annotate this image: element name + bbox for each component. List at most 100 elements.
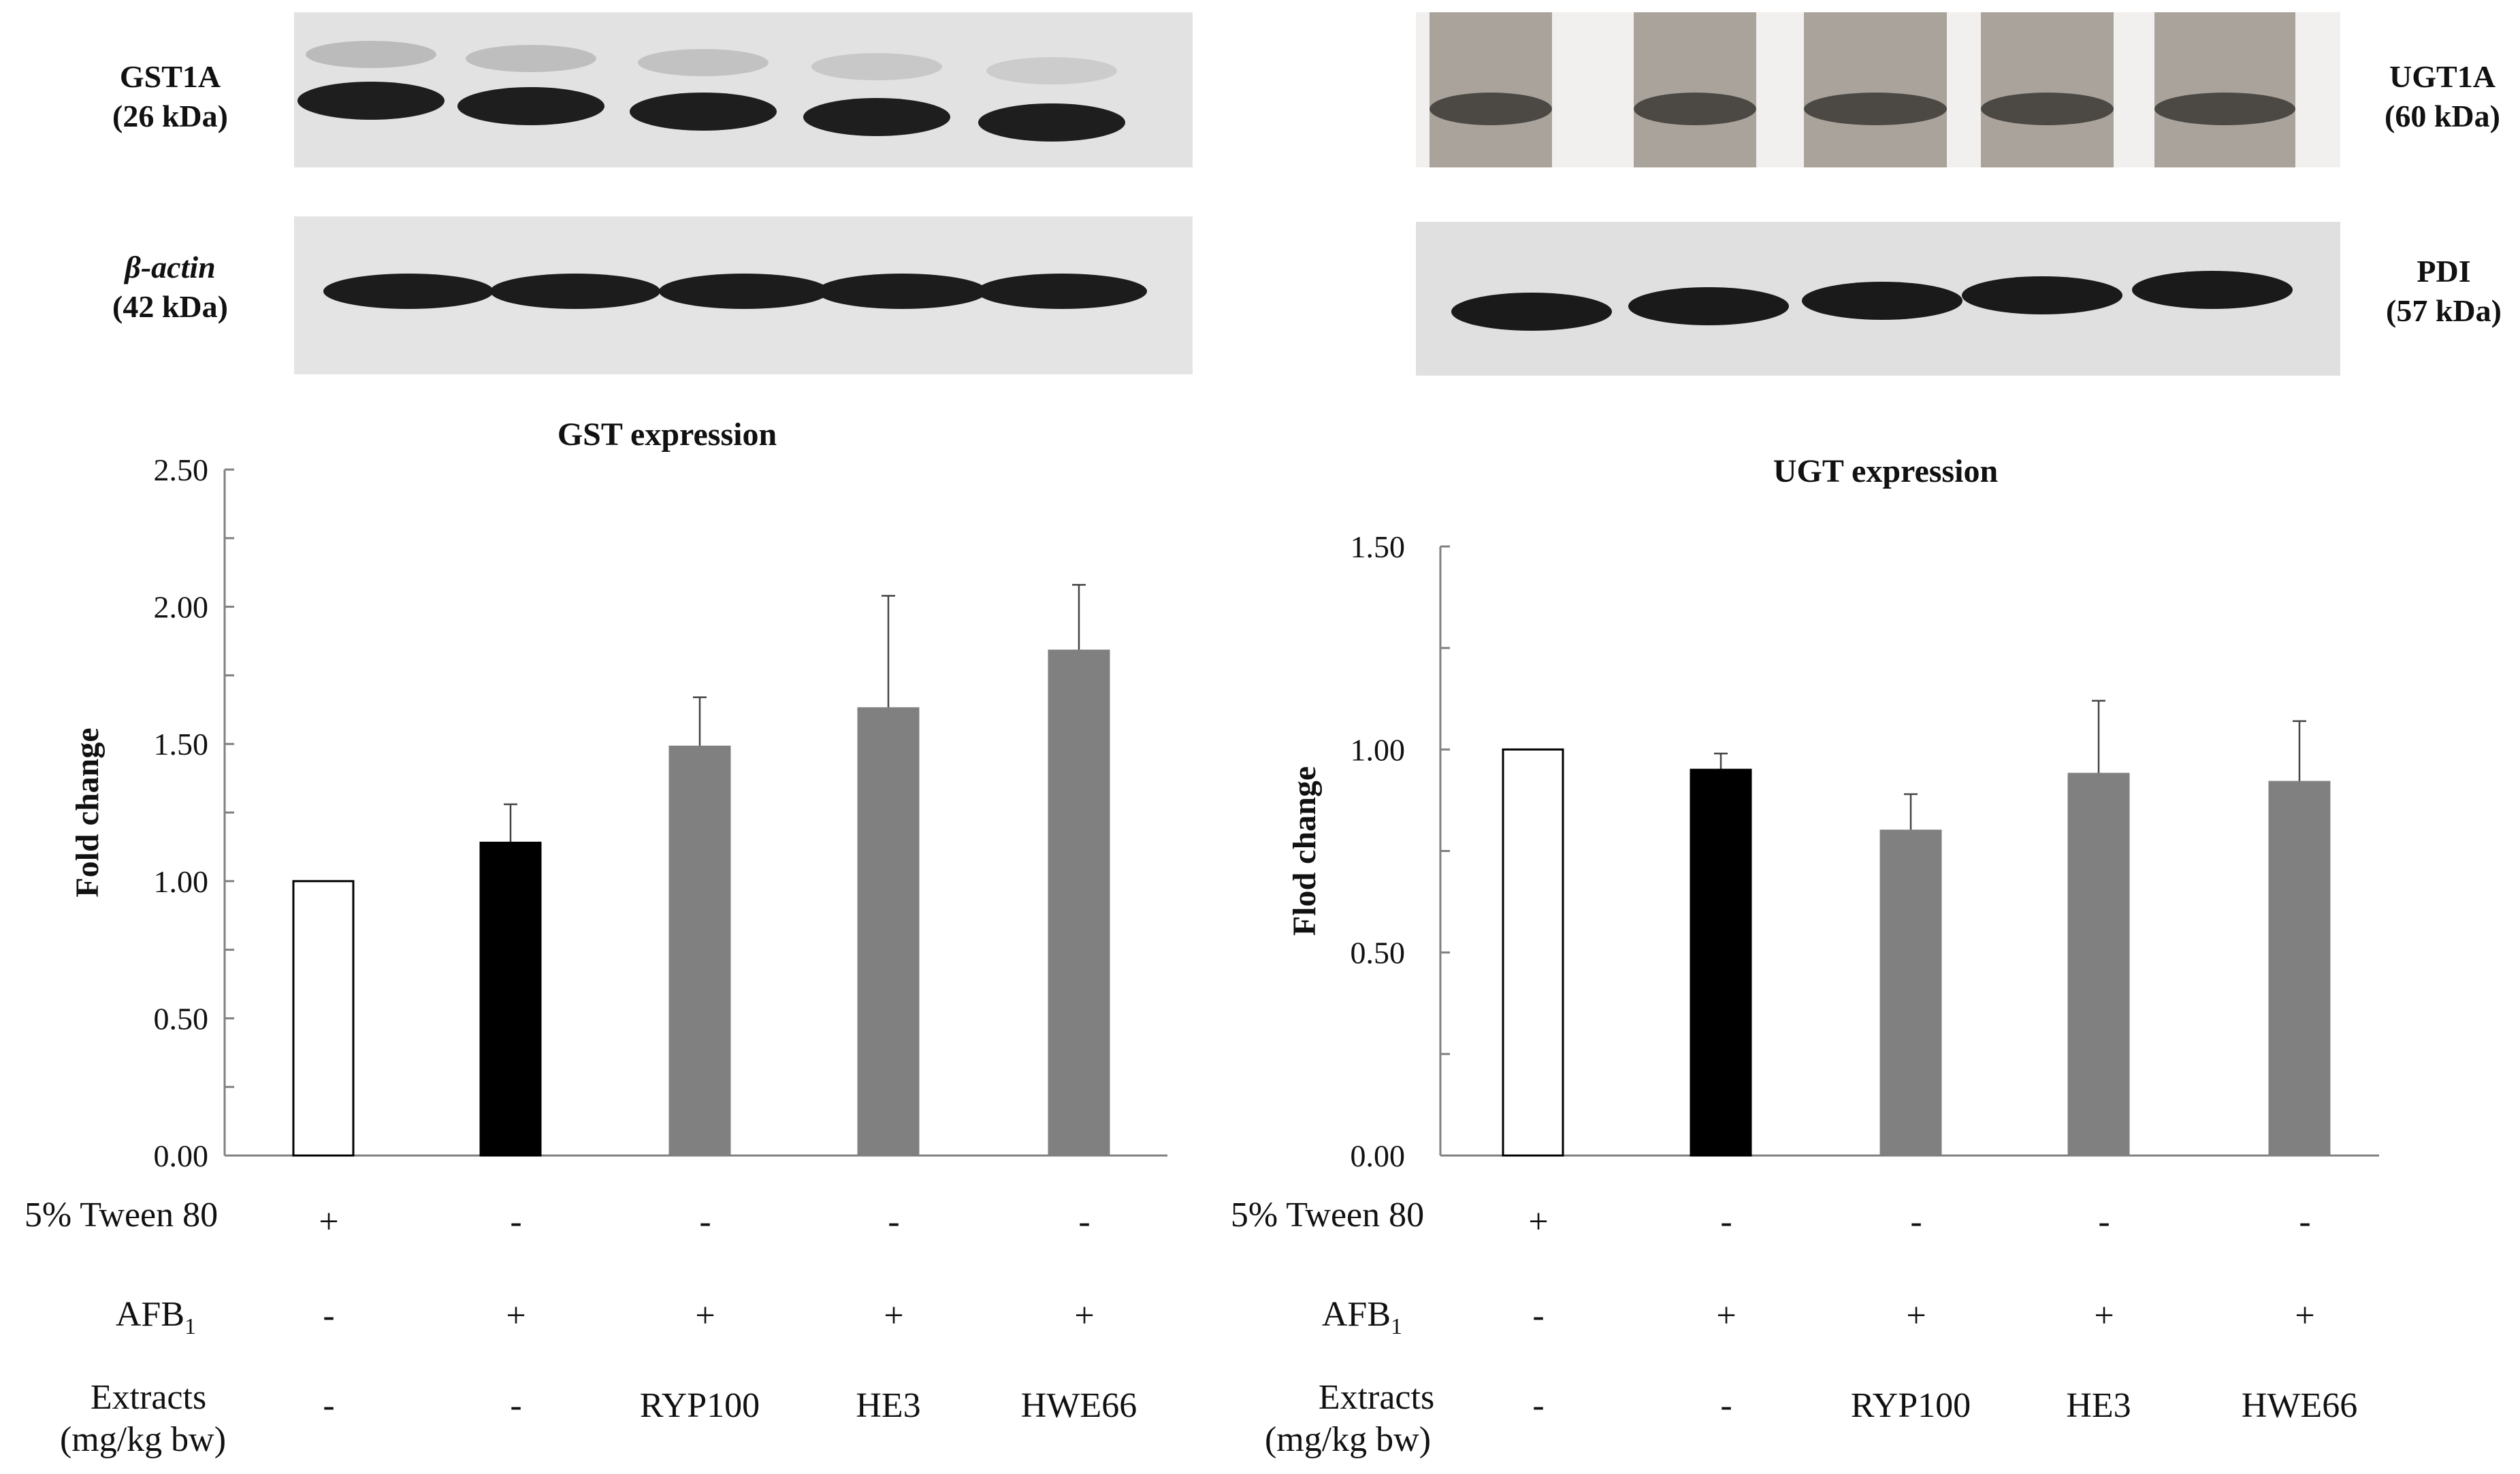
band — [803, 98, 950, 136]
ugt-y-tick-label: 1.00 — [1351, 732, 1406, 767]
blot-pdi — [1416, 222, 2340, 376]
blot-ugt1a — [1416, 12, 2340, 167]
gst-y-tick-label: 0.00 — [154, 1139, 209, 1173]
ugt-extracts-value: - — [1532, 1386, 1544, 1425]
gst-tween-label: 5% Tween 80 — [25, 1196, 218, 1234]
lane — [1429, 12, 1552, 167]
band — [306, 41, 436, 68]
band — [1802, 282, 1962, 320]
gst-bar — [857, 707, 920, 1157]
band — [659, 274, 829, 309]
gst-tween-value: - — [699, 1202, 711, 1241]
band — [986, 57, 1117, 84]
gst-extracts-unit: (mg/kg bw) — [60, 1420, 226, 1459]
ugt-afb1-value: + — [2094, 1296, 2114, 1335]
band — [1429, 93, 1552, 125]
ugt-tween-value: - — [1910, 1202, 1922, 1241]
gst-afb1-value: - — [323, 1296, 334, 1335]
gst-extracts-value: - — [510, 1386, 521, 1425]
gst-chart: GST expression Fold change 0.00 0.50 1.00 1.5… — [69, 416, 1167, 1173]
gst-tween-value: + — [319, 1202, 338, 1241]
gst-condition-values: + - - - - - + + + + - - RYP100 HE3 HWE66 — [319, 1202, 1137, 1425]
ugt-extracts-unit: (mg/kg bw) — [1265, 1420, 1431, 1459]
blot-gst1a-bands — [297, 41, 1125, 142]
gst-afb1-value: + — [506, 1296, 526, 1335]
lane — [2154, 12, 2295, 167]
ugt-tween-value: + — [1528, 1202, 1548, 1241]
ugt-bar — [2067, 772, 2130, 1157]
lane — [1634, 12, 1756, 167]
ugt-condition-values: + - - - - - + + + + - - RYP100 HE3 HWE66 — [1528, 1202, 2357, 1425]
ugt-tween-value: - — [2299, 1202, 2310, 1241]
ugt-afb1-value: + — [2295, 1296, 2314, 1335]
gst-extracts-value: HE3 — [856, 1386, 920, 1425]
ugt-extracts-value: HE3 — [2066, 1386, 2131, 1425]
ugt-extracts-value: RYP100 — [1851, 1386, 1971, 1425]
ugt-bar — [1879, 830, 1942, 1157]
gst-condition-labels: 5% Tween 80 AFB1 Extracts (mg/kg bw) — [25, 1196, 226, 1459]
ugt-bar — [1690, 768, 1752, 1157]
gst-y-tick-label: 0.50 — [154, 1001, 209, 1036]
band — [297, 82, 445, 120]
ugt-bar — [2268, 781, 2331, 1157]
ugt-tween-value: - — [1720, 1202, 1732, 1241]
gst-y-tick-label: 2.00 — [154, 590, 209, 625]
gst-chart-title: GST expression — [558, 416, 777, 453]
blot-beta-actin-name: β-actin — [123, 250, 215, 284]
blot-pdi-bands — [1451, 271, 2293, 331]
band — [977, 274, 1147, 309]
band — [817, 274, 987, 309]
gst-extracts-value: - — [323, 1386, 334, 1425]
band — [323, 274, 494, 309]
band — [1981, 93, 2114, 125]
blot-pdi-name: PDI — [2417, 254, 2470, 289]
band — [1634, 93, 1756, 125]
ugt-chart-title: UGT expression — [1773, 453, 1998, 489]
gst-bar — [668, 745, 731, 1157]
gst-extracts-value: HWE66 — [1021, 1386, 1137, 1425]
gst-extracts-value: RYP100 — [640, 1386, 760, 1425]
gst-afb1-value: + — [884, 1296, 903, 1335]
ugt-bar — [1502, 748, 1564, 1157]
blot-gst1a-membrane — [294, 12, 1193, 167]
blot-gst1a-size: (26 kDa) — [112, 99, 228, 133]
band — [2132, 271, 2293, 309]
band — [630, 93, 777, 131]
ugt-afb1-value: - — [1532, 1296, 1544, 1335]
gst-y-tick-label: 1.50 — [154, 727, 209, 761]
gst-bar — [292, 880, 355, 1157]
ugt-tween-value: - — [2098, 1202, 2110, 1241]
ugt-afb1-value: + — [1716, 1296, 1736, 1335]
band — [2154, 93, 2295, 125]
gst-bar — [1048, 649, 1110, 1157]
blot-beta-actin-bands — [323, 274, 1147, 309]
band — [1451, 293, 1612, 331]
gst-y-tick-label: 2.50 — [154, 453, 209, 487]
ugt-afb1-value: + — [1906, 1296, 1926, 1335]
gst-tween-value: - — [1078, 1202, 1090, 1241]
ugt-extracts-label: Extracts — [1319, 1378, 1434, 1417]
blot-pdi-size: (57 kDa) — [2386, 293, 2502, 328]
blot-beta-actin — [294, 216, 1193, 374]
gst-afb1-value: + — [695, 1296, 715, 1335]
gst-afb1-value: + — [1074, 1296, 1094, 1335]
blot-gst1a-name: GST1A — [120, 59, 221, 94]
blot-beta-actin-size: (42 kDa) — [112, 289, 228, 324]
gst-afb1-label: AFB1 — [116, 1295, 196, 1339]
band — [978, 103, 1125, 142]
gst-extracts-label: Extracts — [91, 1378, 206, 1417]
band — [1962, 276, 2122, 314]
ugt-afb1-label: AFB1 — [1322, 1295, 1402, 1339]
gst-y-tick-label: 1.00 — [154, 864, 209, 899]
ugt-extracts-value: - — [1720, 1386, 1732, 1425]
blot-ugt1a-bands — [1429, 12, 2295, 167]
band — [811, 53, 942, 80]
band — [490, 274, 660, 309]
gst-tween-value: - — [888, 1202, 899, 1241]
ugt-y-tick-label: 0.00 — [1351, 1139, 1406, 1173]
blot-ugt1a-size: (60 kDa) — [2385, 99, 2500, 133]
band — [457, 87, 604, 125]
blot-gst1a — [294, 12, 1193, 167]
lane — [1981, 12, 2114, 167]
